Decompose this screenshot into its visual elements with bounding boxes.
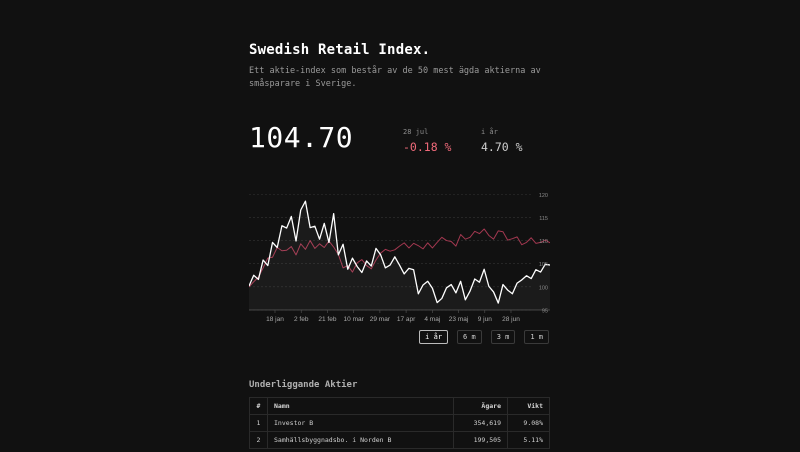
- x-tick-label: 23 maj: [449, 316, 469, 323]
- year-change-value: 4.70 %: [481, 140, 523, 154]
- holdings-header-row: # Namn Ägare Vikt: [249, 397, 550, 415]
- x-tick-label: 17 apr: [397, 316, 416, 323]
- page-subtitle: Ett aktie-index som består av de 50 mest…: [249, 66, 541, 89]
- period-button-3m[interactable]: 3 m: [490, 330, 516, 344]
- y-tick-label: 95: [542, 309, 548, 315]
- x-tick-label: 21 feb: [318, 316, 336, 323]
- index-value: 104.70: [249, 121, 354, 154]
- y-tick-label: 115: [539, 216, 548, 222]
- x-tick-label: 10 mar: [344, 316, 365, 323]
- column-header-weight[interactable]: Vikt: [507, 397, 550, 415]
- row-name: Samhällsbyggnadsbo. i Norden B: [267, 431, 454, 449]
- page-title: Swedish Retail Index.: [249, 42, 431, 58]
- day-change-value: -0.18 %: [403, 140, 452, 154]
- row-owners: 354,619: [453, 414, 508, 432]
- row-index: 2: [249, 431, 268, 449]
- x-tick-label: 29 mar: [370, 316, 391, 323]
- x-tick-label: 9 jun: [478, 316, 492, 323]
- period-button-6m[interactable]: 6 m: [457, 330, 482, 344]
- day-change-label: 28 jul: [403, 128, 429, 136]
- index-series-line: [249, 200, 550, 304]
- holdings-table: # Namn Ägare Vikt 1 Investor B 354,619 9…: [249, 397, 550, 449]
- x-tick-label: 2 feb: [294, 316, 309, 323]
- column-header-name[interactable]: Namn: [267, 397, 454, 415]
- row-weight: 5.11%: [507, 431, 550, 449]
- y-tick-label: 120: [539, 193, 548, 199]
- period-button-1m[interactable]: 1 m: [524, 330, 549, 344]
- comparison-series-line: [249, 228, 550, 288]
- holdings-title: Underliggande Aktier: [249, 380, 358, 390]
- x-tick-label: 4 maj: [424, 316, 440, 323]
- y-tick-label: 100: [539, 285, 548, 291]
- column-header-owners[interactable]: Ägare: [453, 397, 508, 415]
- row-weight: 9.08%: [507, 414, 550, 432]
- row-name: Investor B: [267, 414, 454, 432]
- index-chart-svg: 95 100 105 110 115 120 18 jan 2 feb 21 feb 10 ma…: [249, 193, 550, 323]
- day-change-stat: 28 jul -0.18 %: [403, 128, 451, 154]
- year-change-label: i år: [481, 128, 498, 136]
- y-tick-label: 105: [539, 262, 548, 268]
- table-row[interactable]: 1 Investor B 354,619 9.08%: [249, 414, 550, 432]
- period-selector: i år 6 m 3 m 1 m: [419, 330, 549, 344]
- y-tick-label: 110: [539, 239, 548, 245]
- x-tick-label: 18 jan: [266, 316, 284, 323]
- index-chart[interactable]: 95 100 105 110 115 120 18 jan 2 feb 21 feb 10 ma…: [249, 182, 550, 327]
- year-change-stat: i år 4.70 %: [481, 128, 523, 154]
- index-area-fill: [249, 201, 550, 310]
- column-header-index[interactable]: #: [249, 397, 268, 415]
- x-tick-label: 28 jun: [502, 316, 520, 323]
- row-index: 1: [249, 414, 268, 432]
- period-button-ytd[interactable]: i år: [419, 330, 449, 344]
- row-owners: 199,505: [453, 431, 508, 449]
- table-row[interactable]: 2 Samhällsbyggnadsbo. i Norden B 199,505…: [249, 431, 550, 449]
